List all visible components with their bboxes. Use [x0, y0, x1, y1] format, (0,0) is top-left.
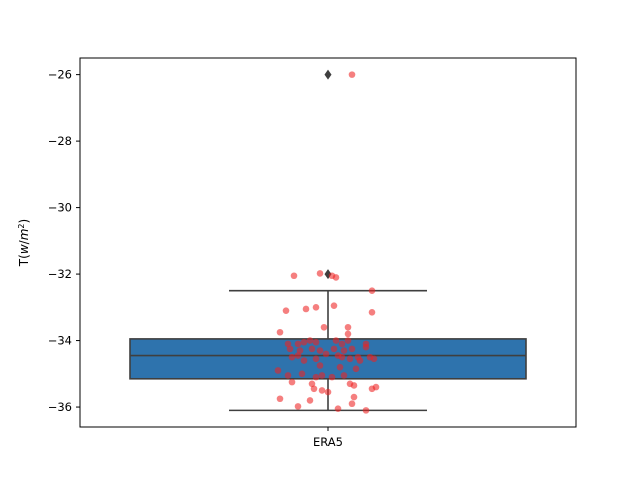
box-era5	[129, 338, 527, 380]
strip-point-10	[368, 309, 376, 316]
strip-point-0	[348, 71, 356, 78]
strip-point-33	[294, 352, 302, 359]
strip-point-43	[370, 355, 378, 363]
strip-point-34	[300, 357, 308, 364]
strip-point-44	[316, 362, 324, 369]
y-tick-label-4: −28	[48, 134, 72, 148]
y-tick-label-1: −34	[48, 334, 72, 348]
x-tick-label-0: ERA5	[313, 435, 343, 449]
strip-point-14	[276, 328, 284, 336]
strip-point-24	[362, 343, 370, 351]
strip-point-26	[296, 347, 304, 354]
strip-point-60	[324, 388, 332, 396]
strip-point-62	[372, 383, 380, 391]
strip-point-58	[310, 385, 318, 393]
strip-point-2	[316, 270, 324, 277]
strip-point-6	[282, 307, 290, 314]
strip-point-68	[348, 400, 356, 408]
strip-point-8	[312, 304, 320, 311]
strip-point-29	[330, 345, 338, 353]
strip-point-57	[350, 382, 358, 389]
strip-point-4	[332, 274, 340, 281]
strip-point-5	[368, 287, 376, 295]
strip-point-65	[350, 393, 358, 401]
x-axis: ERA5	[313, 427, 343, 449]
y-tick-label-5: −26	[48, 68, 72, 82]
strip-point-25	[286, 345, 294, 353]
plot-area	[129, 69, 527, 414]
strip-point-17	[300, 338, 308, 346]
strip-point-69	[362, 407, 370, 414]
strip-point-55	[308, 380, 316, 388]
strip-point-20	[332, 337, 340, 344]
strip-point-32	[288, 353, 296, 361]
strip-point-22	[344, 337, 352, 344]
strip-point-19	[312, 338, 320, 346]
strip-point-39	[346, 355, 354, 363]
strip-point-51	[318, 372, 326, 379]
strip-point-67	[334, 405, 342, 413]
strip-point-48	[284, 372, 292, 379]
strip-point-1	[290, 272, 298, 280]
strip-point-59	[318, 387, 326, 394]
y-tick-label-0: −36	[48, 400, 72, 414]
strip-point-13	[344, 330, 352, 338]
strip-point-18	[306, 337, 314, 344]
strip-point-31	[348, 345, 356, 353]
strip-point-15	[284, 340, 292, 348]
strip-point-45	[336, 363, 344, 371]
y-tick-label-3: −30	[48, 201, 72, 215]
strip-point-21	[338, 340, 346, 348]
strip-point-64	[306, 397, 314, 404]
strip-point-50	[312, 373, 320, 381]
strip-point-47	[352, 365, 360, 373]
strip-point-38	[338, 353, 346, 361]
strip-point-9	[330, 302, 338, 309]
strip-point-49	[298, 370, 306, 378]
strip-point-27	[308, 345, 316, 353]
strip-point-12	[344, 323, 352, 331]
strip-point-36	[322, 350, 330, 358]
strip-point-63	[276, 395, 284, 403]
strip-point-35	[312, 355, 320, 363]
strip-point-7	[302, 305, 310, 313]
strip-point-30	[340, 347, 348, 354]
strip-point-52	[328, 373, 336, 381]
strip-point-11	[320, 323, 328, 331]
strip-point-46	[274, 367, 282, 374]
strip-point-16	[294, 340, 302, 348]
strip-point-28	[316, 347, 324, 354]
y-tick-label-2: −32	[48, 267, 72, 281]
strip-point-54	[288, 378, 296, 386]
strip-point-53	[340, 372, 348, 379]
outlier-marker-0	[324, 69, 332, 80]
y-axis: −36 −34 −32 −30 −28 −26	[48, 68, 80, 414]
strip-point-41	[356, 357, 364, 364]
strip-point-66	[294, 403, 302, 410]
y-axis-label: T(w/m2)	[17, 219, 32, 267]
